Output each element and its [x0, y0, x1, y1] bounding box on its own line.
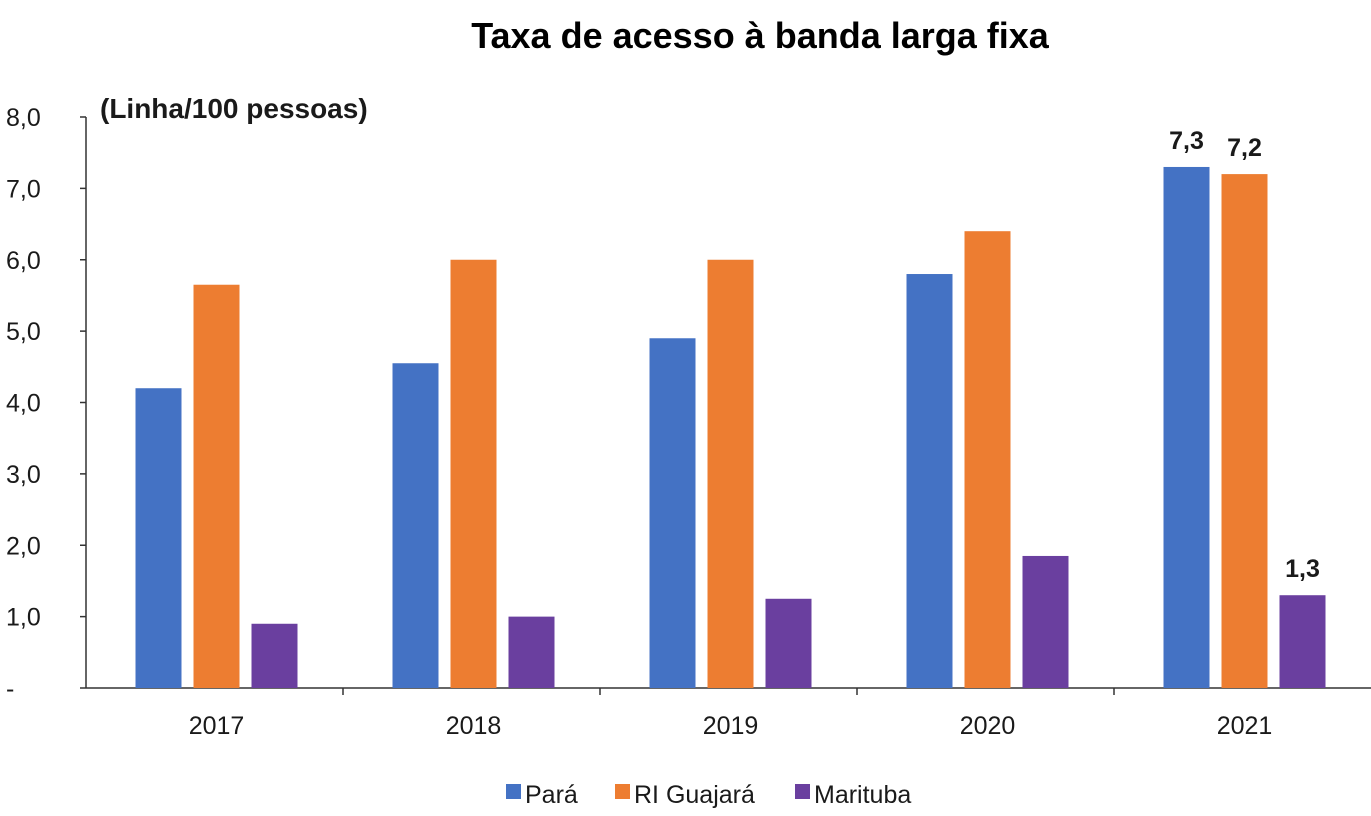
x-tick-label: 2019 [703, 712, 759, 740]
y-tick-label: 7,0 [6, 175, 41, 203]
y-tick-label: 5,0 [6, 318, 41, 346]
data-label: 7,2 [1227, 134, 1262, 162]
legend-swatch [615, 784, 630, 799]
bar-2017-2 [251, 623, 298, 688]
bars [135, 166, 1326, 689]
y-tick-label: 1,0 [6, 604, 41, 632]
data-label: 7,3 [1169, 127, 1204, 155]
legend-swatch [506, 784, 521, 799]
bar-2021-0 [1163, 166, 1210, 688]
y-unit-label: (Linha/100 pessoas) [100, 93, 368, 124]
bar-2020-0 [906, 274, 953, 688]
y-tick-label: 8,0 [6, 104, 41, 132]
bar-2019-0 [649, 338, 696, 688]
legend-swatch [795, 784, 810, 799]
labels: 2017 2018 2019 2020 7,3 7,2 1,3 2021 [189, 127, 1320, 740]
legend: Pará RI Guajará Marituba [506, 781, 911, 809]
y-tick-label: 2,0 [6, 532, 41, 560]
bar-2021-1 [1221, 174, 1268, 689]
bar-2018-0 [392, 363, 439, 688]
y-tick-label: 4,0 [6, 390, 41, 418]
data-label: 1,3 [1285, 555, 1320, 583]
legend-label: RI Guajará [634, 781, 755, 809]
bar-2020-1 [964, 231, 1011, 688]
bar-2018-2 [508, 616, 555, 688]
x-tick-label: 2017 [189, 712, 245, 740]
chart-title: Taxa de acesso à banda larga fixa [471, 15, 1050, 56]
legend-label: Pará [525, 781, 578, 809]
bar-2021-2 [1279, 595, 1326, 688]
x-tick-label: 2018 [446, 712, 502, 740]
x-tick-label: 2020 [960, 712, 1016, 740]
bar-2020-2 [1022, 555, 1069, 688]
legend-label: Marituba [814, 781, 911, 809]
x-tick-label: 2021 [1217, 712, 1273, 740]
bar-2019-2 [765, 598, 812, 688]
bar-2018-1 [450, 259, 497, 688]
bar-2017-0 [135, 388, 182, 688]
bar-2017-1 [193, 284, 240, 688]
bar-2019-1 [707, 259, 754, 688]
y-tick-label: 3,0 [6, 461, 41, 489]
y-tick-label: - [6, 675, 14, 703]
y-tick-label: 6,0 [6, 247, 41, 275]
axes: - 1,0 2,0 3,0 4,0 5,0 6,0 7,0 8,0 [6, 104, 1371, 703]
